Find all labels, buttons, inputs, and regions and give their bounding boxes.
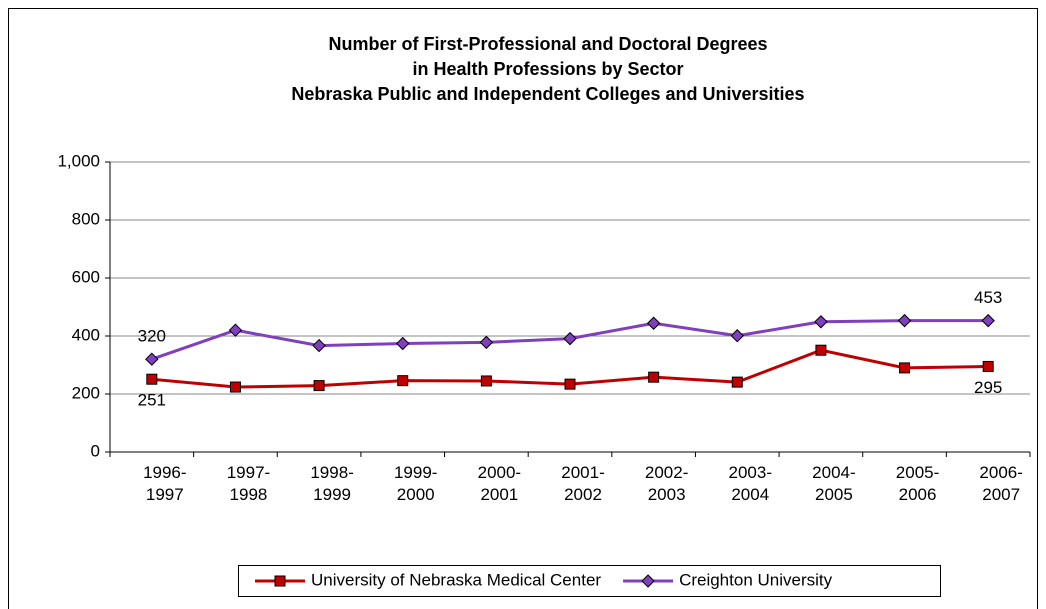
point (228, 323, 243, 337)
point (731, 376, 743, 388)
point (396, 336, 410, 351)
point (480, 375, 492, 387)
x-tick-label: 2005-2006 (895, 463, 940, 504)
legend-marker (641, 574, 655, 588)
legend-box (238, 565, 941, 597)
data-label: 453 (974, 288, 1002, 307)
point (563, 331, 577, 346)
point (646, 316, 661, 330)
y-tick-label: 800 (72, 209, 100, 228)
x-tick-label: 2000-2001 (477, 463, 522, 504)
y-tick-label: 200 (72, 383, 100, 402)
chart-title: Nebraska Public and Independent Colleges… (291, 84, 804, 104)
point (479, 335, 494, 350)
point (899, 362, 911, 374)
point (730, 329, 744, 343)
data-label: 295 (974, 378, 1002, 397)
point (313, 380, 325, 392)
point (564, 378, 576, 390)
chart-title: in Health Professions by Sector (412, 59, 683, 79)
point (146, 373, 158, 385)
legend-label: University of Nebraska Medical Center (311, 570, 601, 589)
legend-marker (274, 575, 286, 587)
point (897, 313, 912, 328)
x-tick-label: 1998-1999 (310, 463, 354, 504)
point (145, 352, 159, 366)
point (397, 375, 409, 387)
y-tick-label: 600 (72, 267, 100, 286)
y-tick-label: 0 (91, 441, 100, 460)
x-tick-label: 2003-2004 (728, 463, 772, 504)
y-tick-label: 1,000 (57, 151, 100, 170)
data-label: 251 (138, 391, 166, 410)
legend-label: Creighton University (679, 570, 833, 589)
point (814, 315, 828, 329)
x-tick-label: 2002-2003 (644, 463, 689, 504)
x-tick-label: 2001-2002 (561, 463, 605, 504)
x-tick-label: 1996-1997 (143, 463, 187, 504)
chart-title: Number of First-Professional and Doctora… (328, 34, 767, 54)
x-tick-label: 1999-2000 (393, 463, 438, 504)
data-label: 320 (138, 327, 166, 346)
x-tick-label: 2006-2007 (979, 463, 1023, 504)
y-tick-label: 400 (72, 325, 100, 344)
point (229, 381, 241, 393)
point (312, 338, 326, 353)
chart-border (8, 8, 1038, 609)
point (982, 360, 994, 372)
point (648, 371, 660, 383)
x-tick-label: 1997-1998 (226, 463, 271, 504)
x-tick-label: 2004-2005 (812, 463, 856, 504)
point (981, 313, 995, 328)
point (815, 344, 827, 356)
